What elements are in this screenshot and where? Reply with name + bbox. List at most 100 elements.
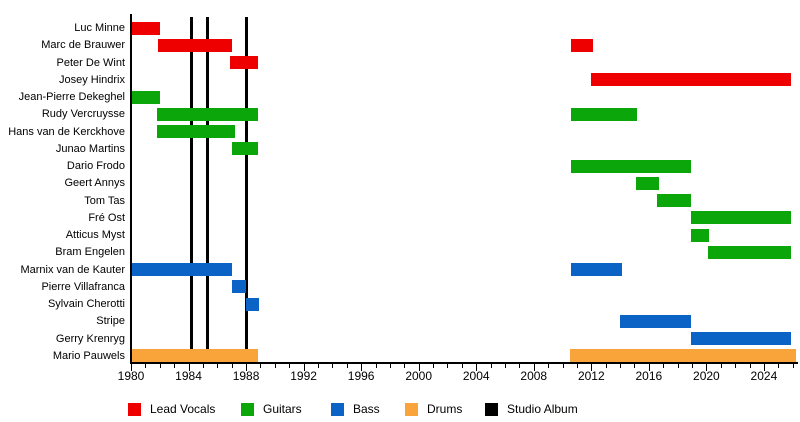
x-axis-minor-tick [605, 364, 607, 368]
member-label: Rudy Vercruysse [41, 108, 125, 121]
x-axis-major-tick [706, 364, 708, 371]
member-period-bar [635, 176, 659, 190]
member-label: Bram Engelen [55, 246, 125, 259]
member-label: Geert Annys [64, 177, 125, 190]
x-axis-minor-tick [677, 364, 679, 368]
x-axis-line [130, 362, 798, 364]
x-axis-tick-label: 2012 [577, 369, 605, 383]
member-period-bar [571, 263, 622, 276]
member-label: Stripe [96, 315, 125, 328]
member-period-bar [591, 73, 792, 87]
member-period-bar [231, 280, 247, 294]
legend-label: Guitars [263, 402, 302, 416]
x-axis-minor-tick [289, 364, 291, 368]
studio-album-color-swatch [485, 403, 498, 416]
x-axis-major-tick [763, 364, 765, 371]
x-axis-tick-label: 1988 [232, 369, 260, 383]
x-axis-major-tick [246, 364, 248, 371]
member-label: Junao Martins [55, 142, 125, 155]
x-axis-major-tick [648, 364, 650, 371]
member-period-bar [156, 107, 258, 121]
x-axis-tick-label: 2004 [462, 369, 490, 383]
x-axis-minor-tick [735, 364, 737, 368]
x-axis-minor-tick [217, 364, 219, 368]
x-axis-minor-tick [504, 364, 506, 368]
legend-label: Lead Vocals [150, 402, 216, 416]
x-axis-minor-tick [620, 364, 622, 368]
member-period-bar [131, 263, 232, 276]
member-period-bar [571, 107, 638, 121]
member-label: Atticus Myst [65, 229, 125, 241]
studio-album-line [189, 17, 193, 364]
x-axis-minor-tick [317, 364, 319, 368]
x-axis-major-tick [303, 364, 305, 371]
member-period-bar [158, 38, 232, 52]
x-axis-tick-label: 1984 [175, 369, 202, 383]
member-period-bar [131, 21, 160, 35]
member-period-bar [246, 297, 259, 311]
x-axis-minor-tick [389, 364, 391, 368]
member-label: Josey Hindrix [58, 73, 125, 86]
member-period-bar [571, 159, 691, 173]
member-label: Luc Minne [74, 22, 125, 34]
legend-label: Drums [427, 402, 463, 416]
member-label: Peter De Wint [56, 56, 125, 69]
member-label: Fré Ost [88, 211, 125, 224]
x-axis-tick-label: 1996 [347, 369, 375, 383]
member-period-bar [707, 245, 792, 259]
x-axis-major-tick [591, 364, 593, 371]
x-axis-minor-tick [576, 364, 578, 368]
legend-label: Bass [353, 402, 380, 416]
x-axis-minor-tick [375, 364, 377, 368]
member-period-bar [690, 332, 792, 345]
x-axis-minor-tick [274, 364, 276, 368]
member-label: Sylvain Cherotti [47, 298, 125, 310]
member-label: Gerry Krenryg [55, 332, 125, 345]
x-axis-minor-tick [691, 364, 693, 368]
x-axis-minor-tick [663, 364, 665, 368]
member-label: Mario Pauwels [52, 349, 125, 362]
member-label: Pierre Villafranca [41, 280, 125, 293]
x-axis-minor-tick [562, 364, 564, 368]
member-period-bar [156, 125, 235, 138]
member-period-bar [569, 349, 796, 363]
x-axis-minor-tick [174, 364, 176, 368]
x-axis-major-tick [131, 364, 132, 371]
member-period-bar [231, 142, 258, 156]
x-axis-major-tick [188, 364, 190, 371]
x-axis-tick-label: 2000 [405, 369, 433, 383]
member-period-bar [131, 349, 258, 363]
studio-album-line [205, 17, 209, 364]
x-axis-minor-tick [433, 364, 435, 368]
x-axis-tick-label: 1980 [117, 369, 145, 383]
x-axis-minor-tick [634, 364, 636, 368]
x-axis-tick-label: 2016 [635, 369, 663, 383]
x-axis-tick-label: 2008 [520, 369, 548, 383]
x-axis-major-tick [361, 364, 363, 371]
x-axis-minor-tick [720, 364, 722, 368]
member-label: Dario Frodo [66, 160, 125, 172]
x-axis-minor-tick [447, 364, 449, 368]
x-axis-tick-label: 2020 [693, 369, 720, 383]
member-period-bar [131, 90, 160, 104]
member-period-bar [620, 314, 691, 328]
x-axis-minor-tick [404, 364, 406, 368]
x-axis-minor-tick [145, 364, 147, 368]
member-period-bar [571, 38, 593, 52]
legend-label: Studio Album [507, 402, 578, 416]
x-axis-minor-tick [778, 364, 780, 368]
x-axis-major-tick [476, 364, 478, 371]
x-axis-tick-label: 1992 [290, 369, 317, 383]
bass-color-swatch [331, 403, 344, 416]
member-label: Marnix van de Kauter [20, 263, 125, 276]
x-axis-minor-tick [346, 364, 348, 368]
x-axis-minor-tick [519, 364, 521, 368]
x-axis-minor-tick [159, 364, 161, 368]
member-period-bar [690, 211, 792, 225]
studio-album-line [244, 17, 248, 364]
member-period-bar [230, 56, 258, 69]
lead-vocals-color-swatch [128, 403, 141, 416]
x-axis-tick-label: 2024 [750, 369, 778, 383]
x-axis-minor-tick [260, 364, 262, 368]
